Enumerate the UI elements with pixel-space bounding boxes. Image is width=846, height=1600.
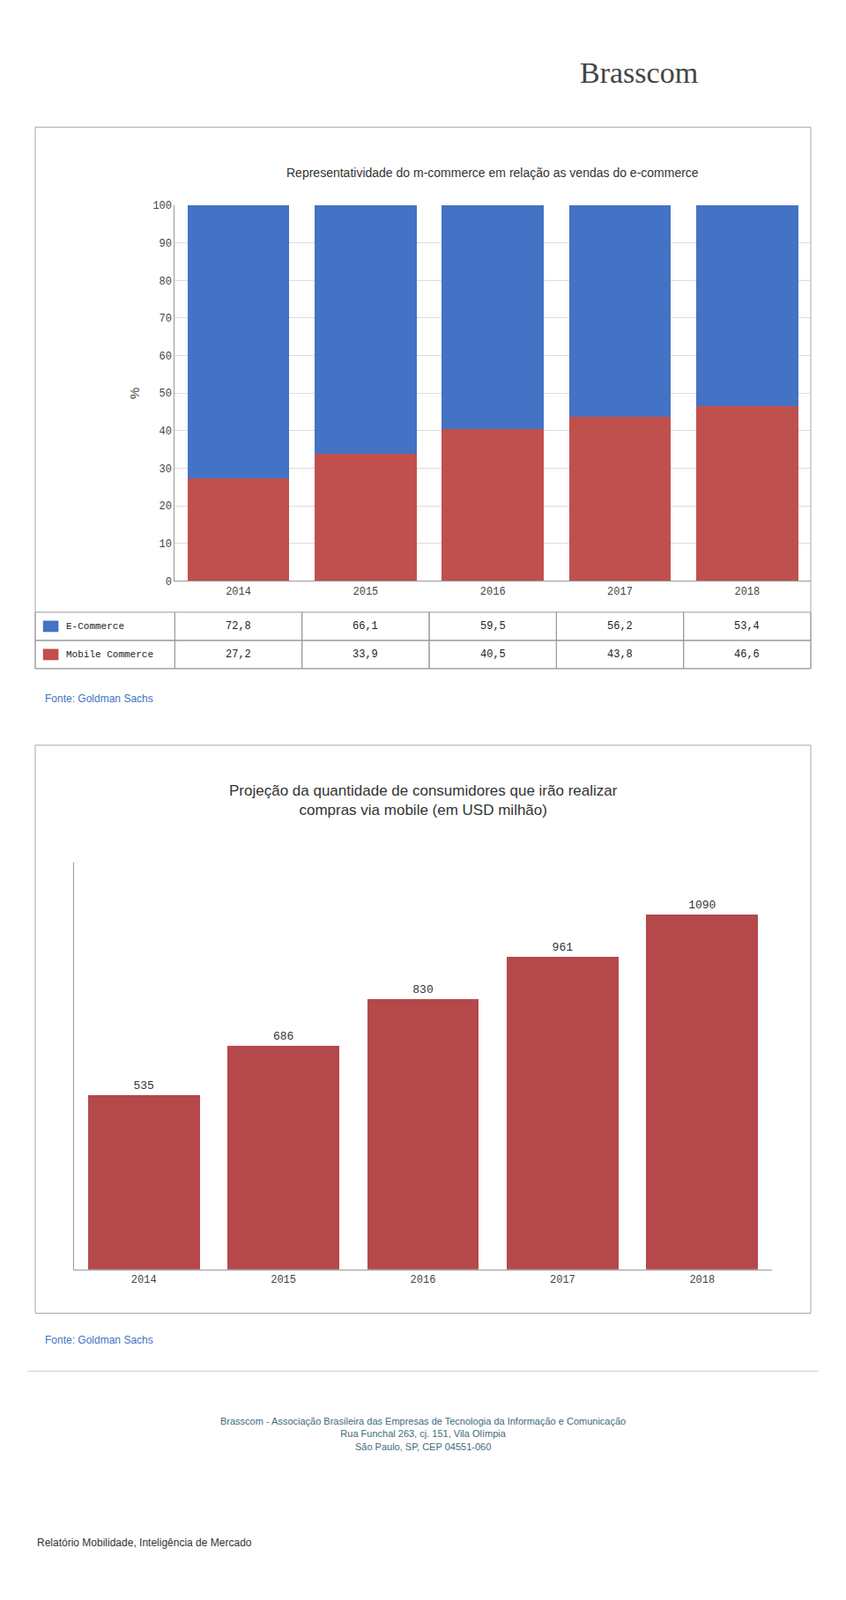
svg-text:2017: 2017 (607, 586, 633, 599)
svg-text:30: 30 (159, 463, 172, 476)
svg-text:Brasscom: Brasscom (579, 56, 698, 90)
svg-text:Projeção da quantidade de cons: Projeção da quantidade de consumidores q… (229, 782, 618, 819)
svg-text:56,2: 56,2 (607, 620, 633, 633)
svg-text:Relatório Mobilidade, Inteligê: Relatório Mobilidade, Inteligência de Me… (37, 1536, 253, 1550)
svg-text:2014: 2014 (131, 1274, 157, 1287)
svg-text:2014: 2014 (225, 586, 252, 599)
svg-text:Fonte: Goldman Sachs: Fonte: Goldman Sachs (44, 692, 154, 705)
svg-text:10: 10 (159, 538, 172, 551)
svg-text:535: 535 (133, 1079, 154, 1093)
svg-text:40: 40 (159, 425, 172, 438)
svg-text:90: 90 (159, 237, 172, 251)
svg-text:100: 100 (152, 200, 172, 213)
svg-text:50: 50 (159, 387, 172, 401)
svg-text:Representatividade do m-commer: Representatividade do m-commerce em rela… (286, 165, 699, 180)
svg-text:2018: 2018 (689, 1274, 715, 1287)
svg-text:20: 20 (159, 500, 172, 513)
svg-text:Mobile Commerce: Mobile Commerce (66, 649, 154, 661)
svg-text:%: % (126, 387, 142, 400)
svg-text:72,8: 72,8 (225, 620, 252, 633)
svg-text:Fonte: Goldman Sachs: Fonte: Goldman Sachs (44, 1334, 154, 1347)
svg-text:2015: 2015 (270, 1274, 297, 1287)
svg-text:E-Commerce: E-Commerce (66, 621, 125, 632)
svg-text:961: 961 (552, 941, 574, 955)
svg-text:66,1: 66,1 (352, 620, 379, 633)
svg-text:40,5: 40,5 (480, 648, 506, 661)
svg-text:60: 60 (159, 350, 172, 364)
svg-text:59,5: 59,5 (480, 620, 506, 633)
svg-text:2017: 2017 (549, 1274, 576, 1287)
svg-text:33,9: 33,9 (352, 648, 379, 661)
svg-text:2016: 2016 (410, 1274, 437, 1287)
svg-text:2015: 2015 (352, 586, 379, 599)
svg-text:686: 686 (273, 1030, 294, 1044)
svg-text:1090: 1090 (688, 898, 716, 913)
svg-text:830: 830 (412, 983, 433, 997)
svg-text:80: 80 (159, 275, 172, 289)
svg-text:43,8: 43,8 (607, 648, 633, 661)
svg-text:53,4: 53,4 (734, 620, 760, 633)
svg-text:2016: 2016 (480, 586, 506, 599)
svg-text:70: 70 (159, 312, 172, 326)
svg-text:2018: 2018 (734, 586, 760, 599)
svg-text:Brasscom - Associação Brasilei: Brasscom - Associação Brasileira das Emp… (220, 1416, 626, 1453)
svg-text:46,6: 46,6 (734, 648, 760, 661)
svg-text:27,2: 27,2 (225, 648, 252, 661)
svg-text:0: 0 (165, 576, 172, 589)
